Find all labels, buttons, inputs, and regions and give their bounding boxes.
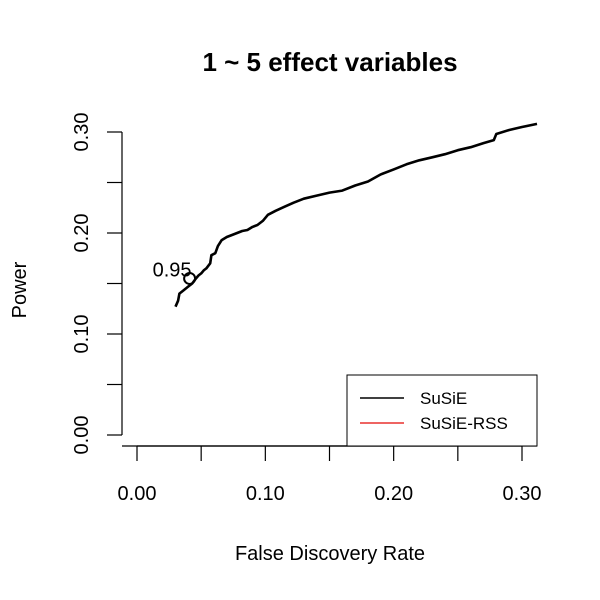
y-tick-label: 0.10 bbox=[71, 315, 93, 354]
x-axis-label: False Discovery Rate bbox=[235, 543, 425, 565]
x-tick-label: 0.00 bbox=[118, 483, 157, 505]
legend-box bbox=[346, 374, 538, 447]
series-line-susie bbox=[174, 122, 538, 308]
legend-label-susie: SuSiE bbox=[420, 389, 467, 408]
legend-label-susie-rss: SuSiE-RSS bbox=[420, 414, 508, 433]
legend: SuSiE SuSiE-RSS bbox=[346, 374, 538, 447]
x-tick-label: 0.20 bbox=[374, 483, 413, 505]
y-tick-label: 0.20 bbox=[71, 214, 93, 253]
x-tick-label: 0.10 bbox=[246, 483, 285, 505]
x-axis: 0.00 0.10 0.20 0.30 bbox=[118, 445, 542, 505]
y-axis-label: Power bbox=[9, 261, 31, 318]
annotation-marker bbox=[183, 271, 197, 285]
annotation-label: 0.95 bbox=[153, 259, 192, 281]
y-axis: 0.00 0.10 0.20 0.30 bbox=[71, 113, 123, 455]
annotations: 0.95 bbox=[153, 259, 197, 285]
chart-title: 1 ~ 5 effect variables bbox=[202, 47, 457, 77]
x-tick-label: 0.30 bbox=[503, 483, 542, 505]
y-tick-label: 0.30 bbox=[71, 113, 93, 152]
y-tick-label: 0.00 bbox=[71, 416, 93, 455]
